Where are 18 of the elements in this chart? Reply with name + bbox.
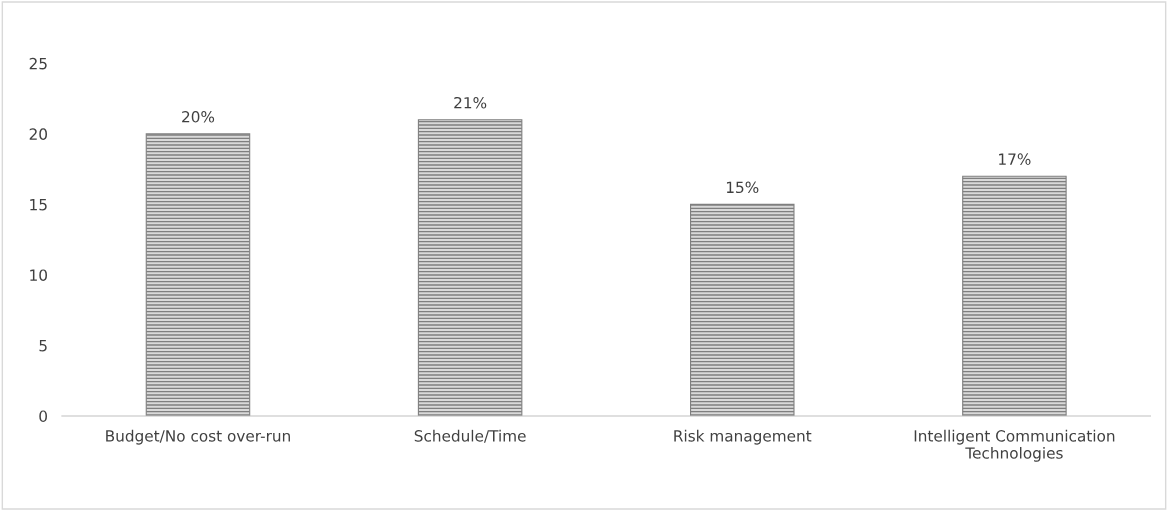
bar [962,175,1067,416]
data-label: 15% [726,181,759,194]
y-tick-label: 15 [30,199,47,211]
y-tick-label: 10 [30,269,47,281]
bar [690,203,795,416]
data-label: 21% [454,96,487,109]
y-tick-label: 20 [29,128,47,140]
x-tick-label: Schedule/Time [414,429,526,443]
y-tick-label: 25 [29,57,47,70]
y-tick-label: 0 [39,410,47,422]
bar [145,133,251,416]
data-label: 20% [182,111,215,123]
x-tick-label: Intelligent Communication Technologies [914,429,1115,462]
bar [417,119,523,416]
data-label: 17% [999,153,1031,165]
x-tick-label: Budget/No cost over-run [106,429,290,445]
y-tick-label: 5 [39,340,47,352]
x-tick-label: Risk management [674,429,812,445]
